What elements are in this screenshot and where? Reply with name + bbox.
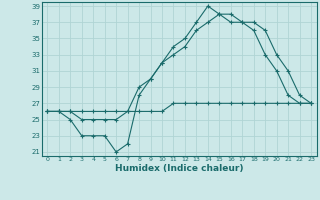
X-axis label: Humidex (Indice chaleur): Humidex (Indice chaleur) — [115, 164, 244, 173]
